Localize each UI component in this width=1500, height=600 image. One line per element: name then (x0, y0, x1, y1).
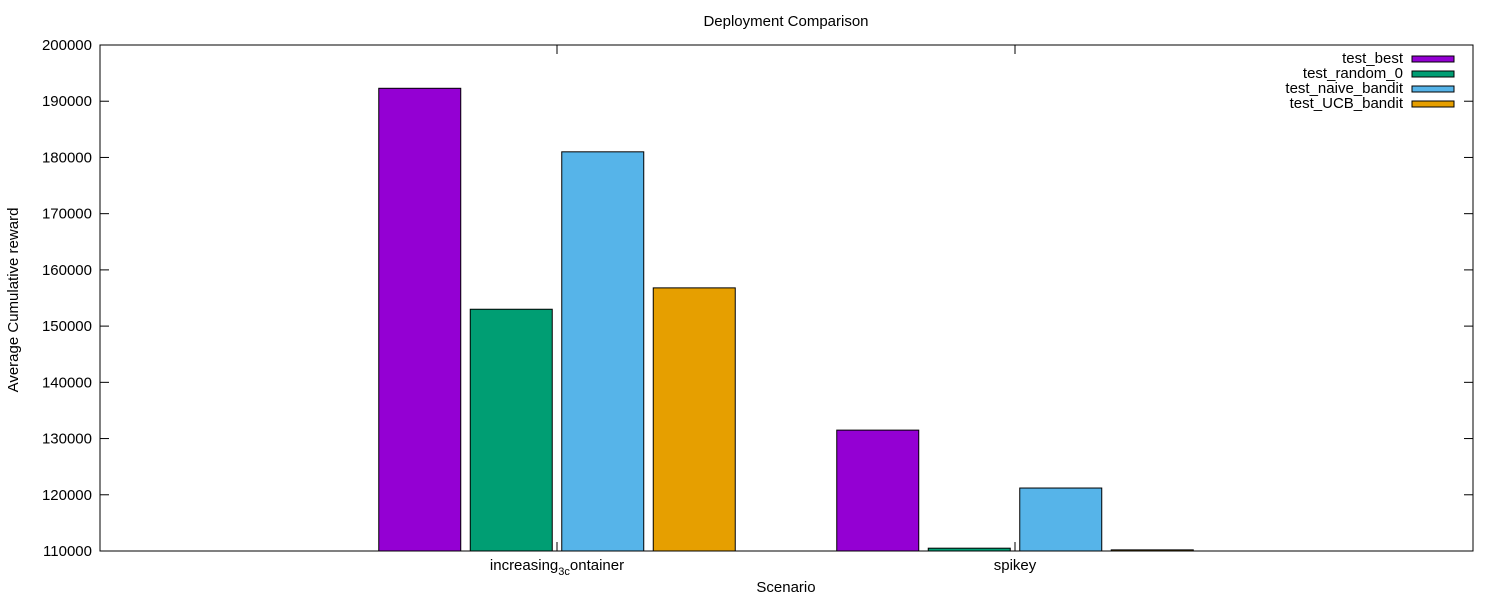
bar-test_naive_bandit-increasing_3container (561, 151, 645, 552)
y-tick-label: 200000 (42, 37, 92, 54)
y-ticks-group: 110000 120000 130000 140000 150000 160000 1700… (42, 37, 1473, 560)
y-tick-label: 160000 (42, 262, 92, 279)
y-axis-label: Average Cumulative reward (5, 208, 22, 393)
bar-test_naive_bandit-spikey (1019, 487, 1103, 552)
legend-label-test_random_0: test_random_0 (1303, 65, 1403, 82)
y-tick-label: 120000 (42, 487, 92, 504)
x-axis-label: Scenario (756, 579, 815, 596)
y-tick-label: 130000 (42, 431, 92, 448)
bar-test_best-spikey (836, 429, 920, 552)
legend-swatch-test_random_0 (1411, 70, 1455, 78)
legend-label-test_UCB_bandit: test_UCB_bandit (1290, 95, 1404, 112)
x-ticks-group: increasing3container spikey (490, 45, 1037, 578)
chart-title: Deployment Comparison (703, 13, 868, 30)
y-tick-label: 190000 (42, 93, 92, 110)
bar-test_UCB_bandit-increasing_3container (652, 287, 736, 552)
legend-label-test_best: test_best (1342, 50, 1404, 67)
legend-swatch-test_best (1411, 55, 1455, 63)
x-tick-label: spikey (994, 557, 1037, 574)
bar-test_best-increasing_3container (378, 87, 462, 552)
y-tick-label: 110000 (43, 543, 92, 560)
bars-group (378, 87, 1194, 552)
legend-label-test_naive_bandit: test_naive_bandit (1285, 80, 1403, 97)
legend-swatch-test_UCB_bandit (1411, 100, 1455, 108)
bar-test_random_0-increasing_3container (469, 308, 553, 552)
y-tick-label: 180000 (42, 149, 92, 166)
x-tick-label: increasing3container (490, 557, 624, 578)
y-tick-label: 140000 (42, 374, 92, 391)
legend-swatch-test_naive_bandit (1411, 85, 1455, 93)
legend: test_besttest_random_0test_naive_banditt… (1285, 50, 1455, 112)
y-tick-label: 150000 (42, 318, 92, 335)
plot-frame (99, 44, 1474, 552)
y-tick-label: 170000 (42, 206, 92, 223)
